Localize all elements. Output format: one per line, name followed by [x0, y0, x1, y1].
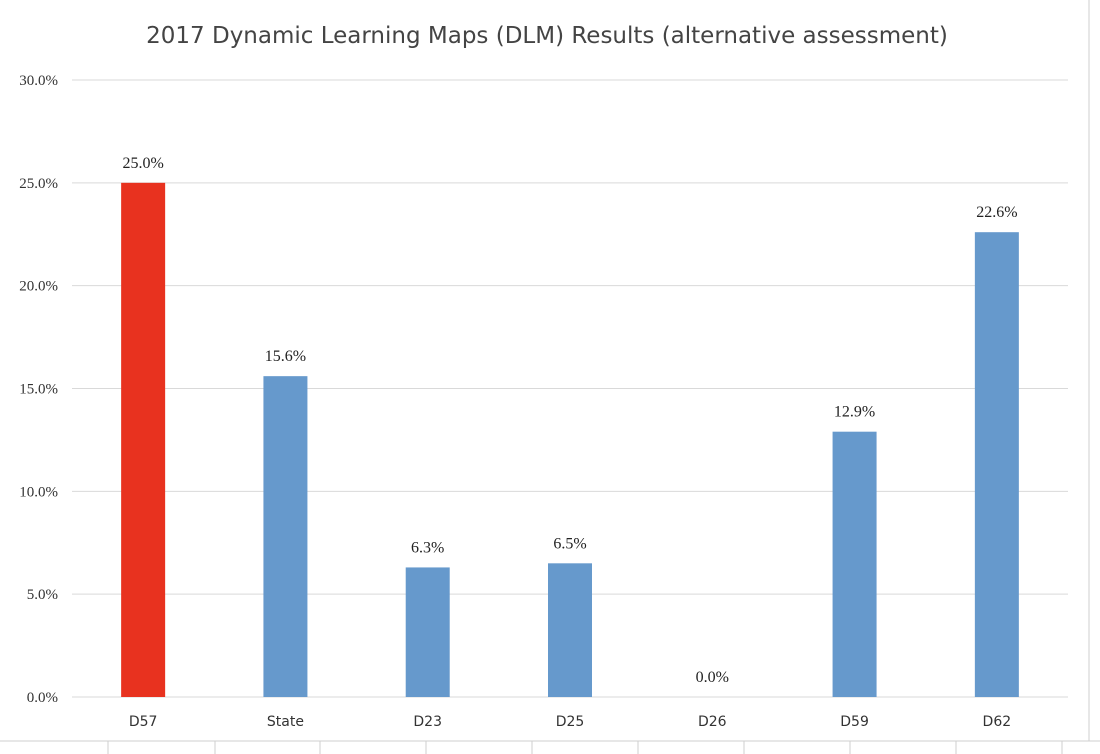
chart-title: 2017 Dynamic Learning Maps (DLM) Results…	[146, 23, 948, 49]
x-tick-label: D23	[413, 714, 442, 730]
data-labels: 25.0% 15.6% 6.3% 6.5% 0.0% 12.9% 22.6%	[122, 155, 1017, 686]
x-tick-label: D25	[556, 714, 585, 730]
bar-d23	[405, 567, 450, 697]
y-tick-label: 5.0%	[27, 587, 58, 603]
data-label: 22.6%	[976, 204, 1017, 221]
y-tick-label: 10.0%	[19, 484, 58, 500]
data-label: 6.3%	[411, 539, 444, 556]
bars	[121, 182, 1019, 698]
bar-d25	[548, 563, 592, 697]
bar-d57	[121, 182, 166, 698]
bar-state	[263, 376, 308, 697]
y-axis: 0.0% 5.0% 10.0% 15.0% 20.0% 25.0% 30.0%	[19, 73, 58, 706]
x-tick-label: D26	[698, 714, 727, 730]
x-tick-label: D57	[129, 714, 158, 730]
x-tick-label: State	[267, 714, 304, 730]
y-tick-label: 15.0%	[19, 382, 58, 398]
data-label: 0.0%	[696, 669, 729, 686]
y-tick-label: 25.0%	[19, 176, 58, 192]
x-tick-label: D62	[983, 714, 1012, 730]
data-label: 25.0%	[122, 155, 163, 172]
y-tick-label: 30.0%	[19, 73, 58, 89]
data-label: 6.5%	[553, 535, 586, 552]
x-axis: D57 State D23 D25 D26 D59 D62	[129, 714, 1011, 730]
y-tick-label: 0.0%	[27, 690, 58, 706]
data-label: 12.9%	[834, 404, 875, 421]
bar-d59	[832, 431, 877, 697]
bar-d62	[974, 232, 1019, 697]
data-label: 15.6%	[265, 348, 306, 365]
y-tick-label: 20.0%	[19, 279, 58, 295]
x-tick-label: D59	[840, 714, 869, 730]
